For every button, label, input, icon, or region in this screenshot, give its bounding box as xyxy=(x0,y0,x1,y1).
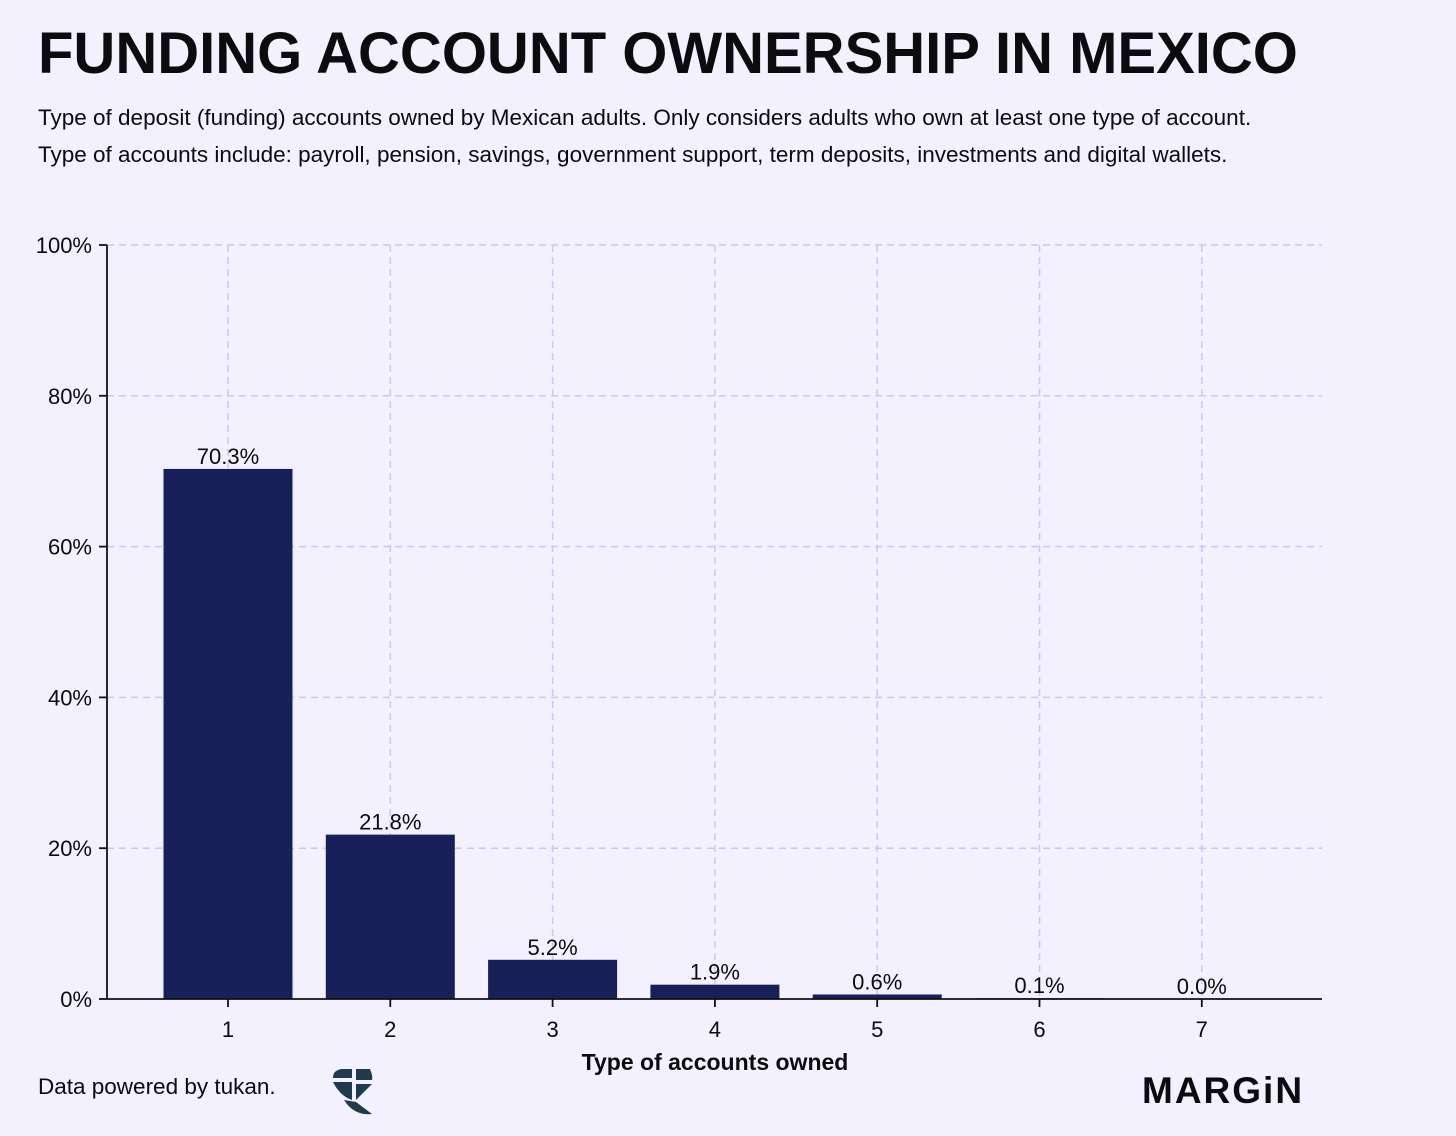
data-label-7: 0.0% xyxy=(1177,974,1227,999)
bar-5 xyxy=(812,994,942,999)
data-label-3: 5.2% xyxy=(528,935,578,960)
axes: 0% 20% 40% 60% 80% 100% 1 2 3 4 5 6 7 xyxy=(36,233,1322,1042)
x-tick-label-7: 7 xyxy=(1196,1017,1208,1042)
bar-3 xyxy=(488,959,618,999)
x-tick-label-4: 4 xyxy=(709,1017,721,1042)
bar-2 xyxy=(325,834,455,999)
x-tick-label-5: 5 xyxy=(871,1017,883,1042)
tukan-bird-icon xyxy=(333,1069,373,1115)
data-label-5: 0.6% xyxy=(852,969,902,994)
x-tick-label-1: 1 xyxy=(222,1017,234,1042)
data-labels: 70.3% 21.8% 5.2% 1.9% 0.6% 0.1% 0.0% xyxy=(197,444,1227,999)
y-tick-label-20: 20% xyxy=(48,836,92,861)
margin-brand-logo: MARGiN xyxy=(1142,1070,1305,1111)
y-tick-label-40: 40% xyxy=(48,685,92,710)
data-label-2: 21.8% xyxy=(359,810,421,835)
y-tick-label-80: 80% xyxy=(48,384,92,409)
x-tick-label-3: 3 xyxy=(546,1017,558,1042)
bar-4 xyxy=(650,984,780,999)
bar-1 xyxy=(163,468,293,999)
data-label-6: 0.1% xyxy=(1014,973,1064,998)
y-tick-label-0: 0% xyxy=(60,987,92,1012)
bars xyxy=(163,468,1104,999)
x-axis-title: Type of accounts owned xyxy=(582,1049,849,1075)
x-tick-label-6: 6 xyxy=(1033,1017,1045,1042)
chart-subtitle-line-2: Type of accounts include: payroll, pensi… xyxy=(38,142,1228,167)
y-tick-label-100: 100% xyxy=(36,233,92,258)
data-label-4: 1.9% xyxy=(690,960,740,985)
chart-title: FUNDING ACCOUNT OWNERSHIP IN MEXICO xyxy=(38,21,1298,86)
data-label-1: 70.3% xyxy=(197,444,259,469)
chart-subtitle-line-1: Type of deposit (funding) accounts owned… xyxy=(38,105,1252,130)
data-credit: Data powered by tukan. xyxy=(38,1074,276,1099)
y-tick-label-60: 60% xyxy=(48,535,92,560)
x-tick-label-2: 2 xyxy=(384,1017,396,1042)
